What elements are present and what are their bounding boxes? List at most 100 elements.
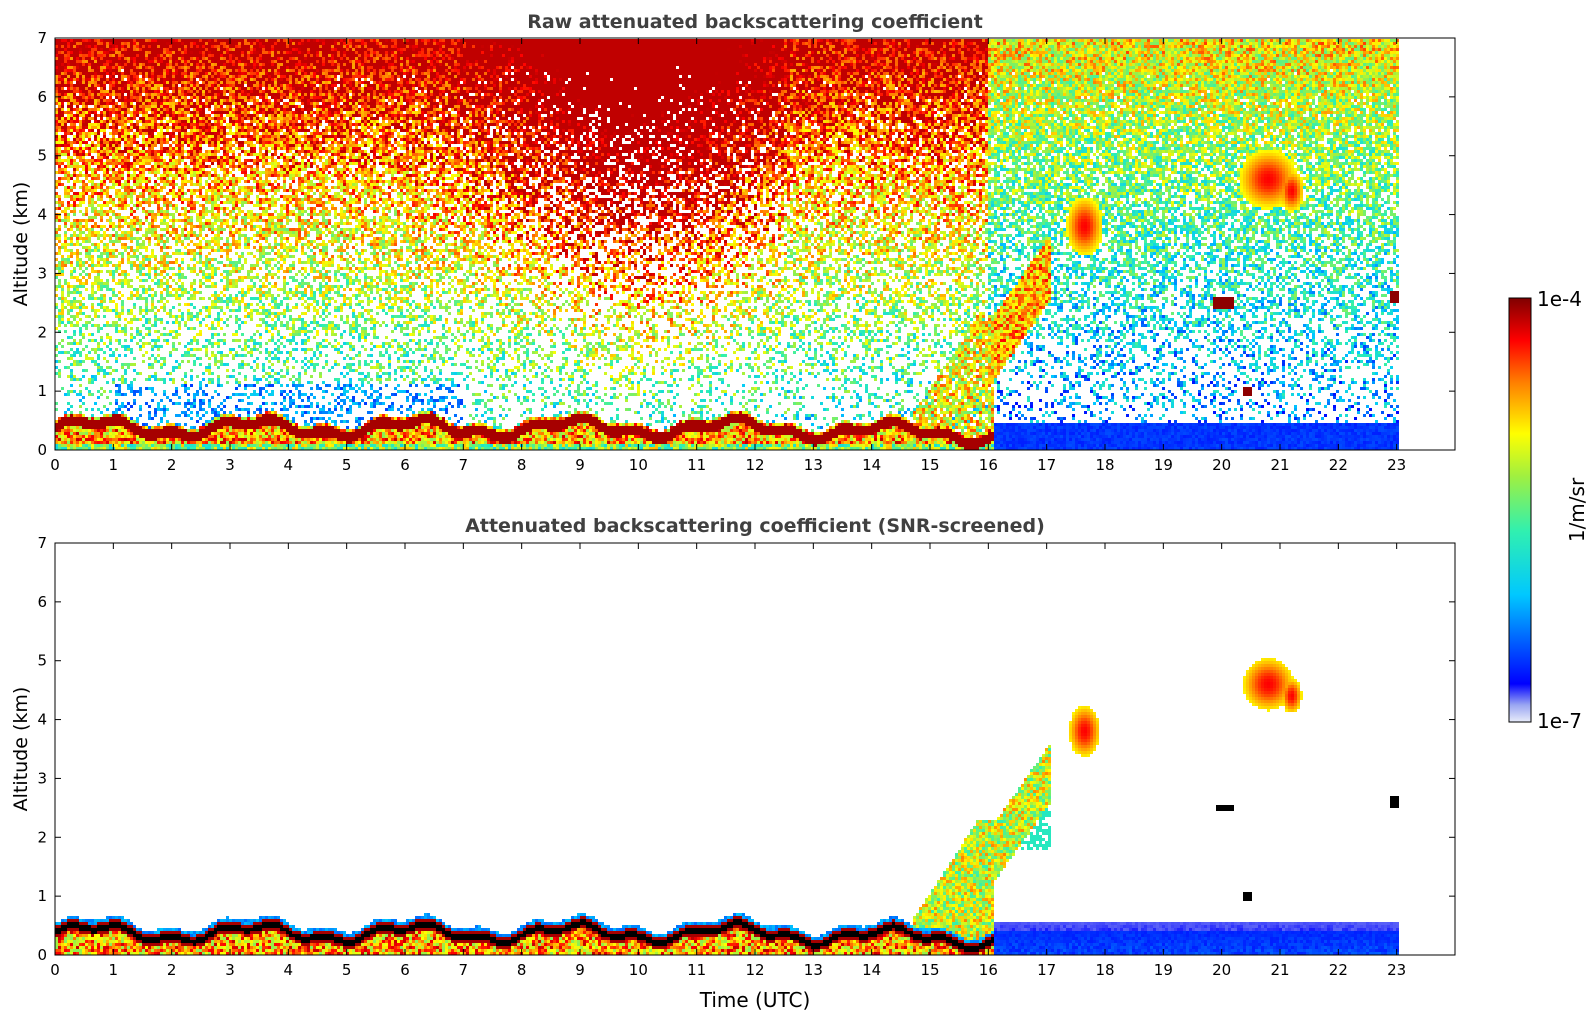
heatmap-cell xyxy=(115,195,118,198)
heatmap-cell xyxy=(106,246,109,249)
heatmap-cell xyxy=(133,189,136,192)
heatmap-cell xyxy=(121,426,124,429)
heatmap-cell xyxy=(145,156,148,159)
heatmap-cell xyxy=(121,171,124,174)
heatmap-cell xyxy=(100,96,103,99)
heatmap-cell xyxy=(151,156,154,159)
heatmap-cell xyxy=(64,441,67,444)
heatmap-cell xyxy=(118,393,121,396)
heatmap-cell xyxy=(100,285,103,288)
heatmap-cell xyxy=(103,210,106,213)
heatmap-cell xyxy=(76,288,79,291)
heatmap-cell xyxy=(139,153,142,156)
heatmap-cell xyxy=(154,186,157,189)
heatmap-cell xyxy=(151,144,154,147)
heatmap-cell xyxy=(97,420,100,423)
heatmap-cell xyxy=(88,381,91,384)
heatmap-cell xyxy=(70,165,73,168)
heatmap-cell xyxy=(142,222,145,225)
heatmap-cell xyxy=(133,210,136,213)
heatmap-cell xyxy=(166,321,169,324)
heatmap-cell xyxy=(151,123,154,126)
heatmap-cell xyxy=(70,186,73,189)
heatmap-cell xyxy=(124,147,127,150)
heatmap-cell xyxy=(145,177,148,180)
heatmap-cell xyxy=(82,360,85,363)
heatmap-cell xyxy=(154,426,157,429)
heatmap-cell xyxy=(157,63,160,66)
heatmap-cell xyxy=(160,291,163,294)
heatmap-cell xyxy=(73,444,76,447)
heatmap-cell xyxy=(157,279,160,282)
heatmap-cell xyxy=(91,306,94,309)
heatmap-cell xyxy=(97,75,100,78)
heatmap-cell xyxy=(145,141,148,144)
heatmap-cell xyxy=(103,168,106,171)
heatmap-cell xyxy=(79,282,82,285)
heatmap-cell xyxy=(121,57,124,60)
heatmap-cell xyxy=(85,444,88,447)
heatmap-cell xyxy=(169,246,172,249)
heatmap-cell xyxy=(118,201,121,204)
heatmap-cell xyxy=(130,384,133,387)
heatmap-cell xyxy=(136,63,139,66)
heatmap-cell xyxy=(94,363,97,366)
heatmap-cell xyxy=(115,84,118,87)
heatmap-cell xyxy=(70,405,73,408)
heatmap-cell xyxy=(79,54,82,57)
heatmap-cell xyxy=(88,126,91,129)
heatmap-cell xyxy=(121,345,124,348)
heatmap-cell xyxy=(61,270,64,273)
heatmap-cell xyxy=(136,123,139,126)
heatmap-cell xyxy=(154,216,157,219)
heatmap-cell xyxy=(163,87,166,90)
heatmap-cell xyxy=(115,441,118,444)
heatmap-cell xyxy=(148,141,151,144)
heatmap-cell xyxy=(157,405,160,408)
heatmap-cell xyxy=(76,378,79,381)
heatmap-cell xyxy=(118,114,121,117)
heatmap-cell xyxy=(148,150,151,153)
heatmap-cell xyxy=(157,90,160,93)
heatmap-cell xyxy=(115,414,118,417)
heatmap-cell xyxy=(154,273,157,276)
heatmap-cell xyxy=(82,138,85,141)
heatmap-cell xyxy=(73,222,76,225)
heatmap-cell xyxy=(106,165,109,168)
heatmap-cell xyxy=(70,45,73,48)
heatmap-cell xyxy=(166,87,169,90)
heatmap-cell xyxy=(145,87,148,90)
heatmap-cell xyxy=(61,72,64,75)
heatmap-cell xyxy=(106,123,109,126)
heatmap-cell xyxy=(133,435,136,438)
heatmap-cell xyxy=(64,69,67,72)
heatmap-cell xyxy=(151,150,154,153)
heatmap-cell xyxy=(154,129,157,132)
heatmap-cell xyxy=(97,243,100,246)
heatmap-cell xyxy=(169,315,172,318)
heatmap-cell xyxy=(91,426,94,429)
heatmap-cell xyxy=(88,168,91,171)
heatmap-cell xyxy=(70,291,73,294)
heatmap-cell xyxy=(79,126,82,129)
heatmap-cell xyxy=(166,81,169,84)
heatmap-cell xyxy=(166,312,169,315)
heatmap-cell xyxy=(97,198,100,201)
heatmap-cell xyxy=(64,444,67,447)
heatmap-cell xyxy=(64,144,67,147)
heatmap-cell xyxy=(67,174,70,177)
heatmap-cell xyxy=(130,60,133,63)
heatmap-cell xyxy=(73,225,76,228)
heatmap-cell xyxy=(79,390,82,393)
heatmap-cell xyxy=(64,195,67,198)
heatmap-cell xyxy=(127,345,130,348)
heatmap-cell xyxy=(88,258,91,261)
heatmap-cell xyxy=(112,120,115,123)
heatmap-cell xyxy=(82,246,85,249)
heatmap-cell xyxy=(106,120,109,123)
heatmap-cell xyxy=(160,93,163,96)
heatmap-cell xyxy=(112,174,115,177)
heatmap-cell xyxy=(169,276,172,279)
heatmap-cell xyxy=(73,276,76,279)
heatmap-cell xyxy=(148,54,151,57)
